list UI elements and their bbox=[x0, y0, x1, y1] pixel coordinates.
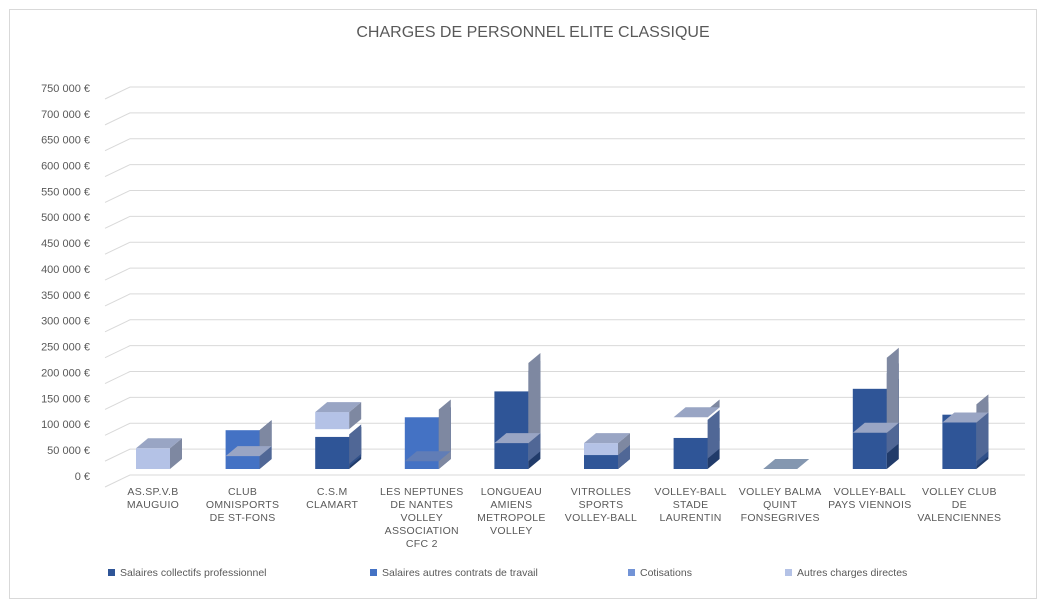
y-tick-label: 600 000 € bbox=[41, 161, 90, 173]
legend-swatch bbox=[628, 569, 635, 576]
y-tick-label: 650 000 € bbox=[41, 135, 90, 147]
bar-segment-side bbox=[886, 347, 899, 433]
legend-swatch bbox=[785, 569, 792, 576]
bar-segment bbox=[942, 414, 977, 469]
bar-segment bbox=[315, 412, 350, 430]
bar-segment bbox=[136, 448, 170, 469]
x-tick-label: VOLLEY BALMA QUINT FONSEGRIVES bbox=[738, 486, 822, 524]
y-tick-label: 350 000 € bbox=[41, 290, 90, 302]
bar-segment bbox=[315, 436, 350, 469]
y-tick-label: 150 000 € bbox=[41, 393, 90, 405]
y-tick-label: 250 000 € bbox=[41, 342, 90, 354]
grid-line bbox=[104, 448, 1025, 462]
y-tick-label: 700 000 € bbox=[41, 109, 90, 121]
grid-line bbox=[104, 189, 1025, 203]
grid-line bbox=[104, 422, 1025, 436]
grid-line bbox=[104, 86, 1025, 100]
bar-segment bbox=[584, 443, 618, 456]
bar-top bbox=[136, 438, 182, 449]
bar-top bbox=[584, 433, 630, 444]
bar-segment-side bbox=[528, 352, 541, 444]
x-tick-label: VOLLEY CLUB DE VALENCIENNES bbox=[917, 486, 1002, 524]
bar-top bbox=[404, 451, 451, 462]
bar-top bbox=[763, 459, 810, 469]
x-tick-label: LES NEPTUNES DE NANTES VOLLEY ASSOCIATIO… bbox=[380, 486, 464, 550]
legend-label: Cotisations bbox=[640, 567, 692, 579]
bar-top bbox=[852, 422, 899, 433]
grid-line bbox=[104, 345, 1025, 359]
y-tick-label: 100 000 € bbox=[41, 419, 90, 431]
grid-line bbox=[104, 241, 1025, 255]
legend-swatch bbox=[370, 569, 377, 576]
y-tick-label: 450 000 € bbox=[41, 238, 90, 250]
grid-line bbox=[104, 267, 1025, 281]
bar-segment-side bbox=[618, 445, 630, 469]
y-tick-label: 400 000 € bbox=[41, 264, 90, 276]
bar-segment-side bbox=[618, 433, 630, 456]
x-tick-label: AS.SP.V.B MAUGUIO bbox=[126, 486, 180, 511]
chart-title: CHARGES DE PERSONNEL ELITE CLASSIQUE bbox=[356, 24, 709, 41]
legend-label: Salaires autres contrats de travail bbox=[382, 567, 538, 579]
grid-line bbox=[104, 396, 1025, 410]
x-tick-label: VITROLLES SPORTS VOLLEY-BALL bbox=[564, 486, 638, 524]
y-tick-label: 550 000 € bbox=[41, 186, 90, 198]
grid-line bbox=[104, 474, 1025, 488]
legend-label: Autres charges directes bbox=[797, 567, 907, 579]
bar-segment bbox=[584, 455, 618, 469]
grid-line bbox=[104, 319, 1025, 333]
bar-top bbox=[942, 412, 989, 423]
y-tick-label: 200 000 € bbox=[41, 367, 90, 379]
x-tick-label: LONGUEAU AMIENS METROPOLE VOLLEY bbox=[477, 486, 546, 537]
x-tick-label: VOLLEY-BALL PAYS VIENNOIS bbox=[828, 486, 912, 511]
bar-top bbox=[494, 433, 541, 444]
bar-top bbox=[673, 407, 720, 418]
y-tick-label: 0 € bbox=[75, 471, 90, 483]
grid-line bbox=[104, 138, 1025, 152]
bar-segment bbox=[673, 437, 708, 469]
x-tick-label: C.S.M CLAMART bbox=[306, 486, 359, 511]
legend-label: Salaires collectifs professionnel bbox=[120, 567, 267, 579]
x-tick-label: CLUB OMNISPORTS DE ST-FONS bbox=[205, 486, 280, 524]
grid-line bbox=[104, 293, 1025, 307]
bar-top bbox=[315, 402, 362, 413]
bar-top bbox=[225, 446, 272, 457]
y-tick-label: 750 000 € bbox=[41, 83, 90, 95]
legend-swatch bbox=[108, 569, 115, 576]
bar-segment-side bbox=[170, 438, 182, 469]
y-tick-label: 500 000 € bbox=[41, 212, 90, 224]
y-tick-label: 50 000 € bbox=[47, 445, 90, 457]
bar-segment-side bbox=[349, 424, 362, 464]
bar-segment-side bbox=[349, 402, 362, 430]
grid-line bbox=[104, 371, 1025, 384]
bar-segment bbox=[494, 391, 529, 469]
grid-line bbox=[104, 164, 1025, 178]
bar-segment-side bbox=[707, 409, 720, 459]
x-tick-label: VOLLEY-BALL STADE LAURENTIN bbox=[654, 486, 727, 524]
chart-border bbox=[9, 9, 1037, 599]
y-tick-label: 300 000 € bbox=[41, 316, 90, 328]
grid-line bbox=[104, 112, 1025, 126]
grid-line bbox=[104, 215, 1025, 229]
